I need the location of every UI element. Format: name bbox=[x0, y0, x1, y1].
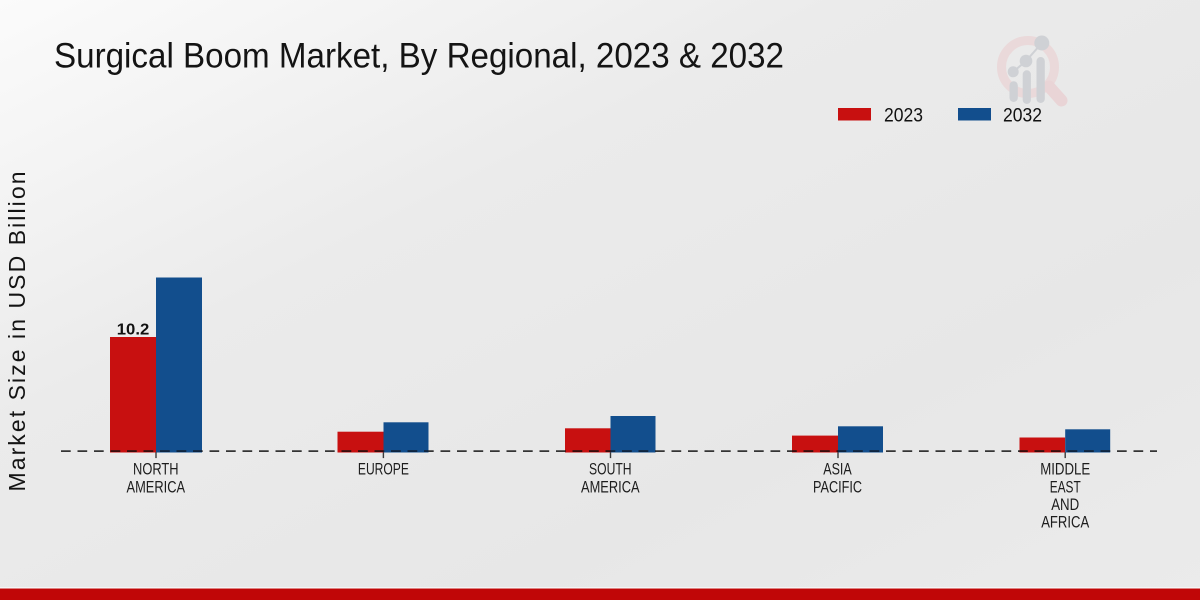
svg-text:EAST: EAST bbox=[1050, 478, 1081, 496]
svg-text:PACIFIC: PACIFIC bbox=[813, 478, 862, 496]
svg-text:EUROPE: EUROPE bbox=[358, 461, 409, 479]
svg-text:AFRICA: AFRICA bbox=[1041, 514, 1089, 532]
svg-text:Surgical Boom Market, By Regio: Surgical Boom Market, By Regional, 2023 … bbox=[54, 37, 784, 76]
svg-text:2023: 2023 bbox=[884, 105, 923, 127]
svg-text:Market Size in USD Billion: Market Size in USD Billion bbox=[4, 172, 30, 492]
svg-text:NORTH: NORTH bbox=[133, 461, 179, 479]
svg-text:AND: AND bbox=[1051, 496, 1079, 514]
svg-text:SOUTH: SOUTH bbox=[589, 461, 632, 479]
svg-text:10.2: 10.2 bbox=[117, 322, 150, 339]
svg-text:2032: 2032 bbox=[1003, 105, 1042, 127]
svg-text:MIDDLE: MIDDLE bbox=[1040, 461, 1090, 479]
svg-text:AMERICA: AMERICA bbox=[127, 478, 186, 496]
svg-text:ASIA: ASIA bbox=[823, 461, 852, 479]
svg-text:AMERICA: AMERICA bbox=[581, 478, 640, 496]
